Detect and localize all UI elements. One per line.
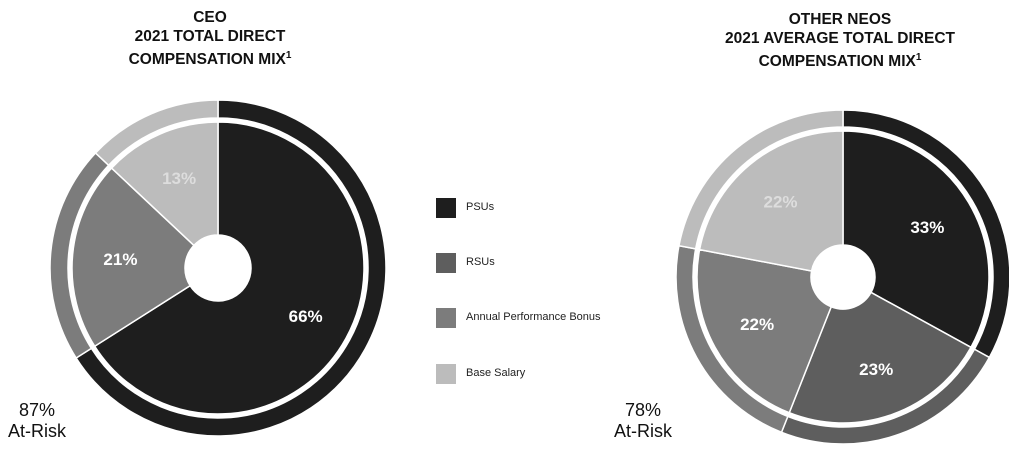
ceo-at-risk-value: 87% — [18, 400, 56, 420]
legend-swatch-psus — [436, 198, 456, 218]
neo-label-annual-performance-bonus: 22% — [740, 315, 774, 334]
neo-title-line-3-text: COMPENSATION MIX — [758, 53, 916, 71]
neo-pie-chart: 33% 23% 22% 22% — [675, 109, 1009, 445]
ceo-label-annual-performance-bonus: 21% — [103, 250, 137, 269]
neo-pie-hole — [811, 245, 875, 309]
ceo-title-line-2: 2021 TOTAL DIRECT — [134, 28, 286, 45]
ceo-footnote-marker: 1 — [285, 50, 292, 61]
ceo-title-line-3: COMPENSATION MIX1 — [60, 46, 360, 69]
legend-label-base-salary: Base Salary — [466, 367, 526, 379]
ceo-title-line-1: CEO — [193, 9, 227, 26]
neo-title-line-2: 2021 AVERAGE TOTAL DIRECT — [725, 30, 955, 47]
ceo-pie-chart: 66% 21% 13% — [49, 99, 387, 437]
neo-chart-title: OTHER NEOS 2021 AVERAGE TOTAL DIRECT COM… — [680, 10, 1000, 71]
neo-ring-base-salary — [678, 109, 844, 250]
neo-at-risk-value: 78% — [624, 400, 662, 420]
ceo-chart-title: CEO 2021 TOTAL DIRECT COMPENSATION MIX1 — [60, 8, 360, 69]
legend-label-rsus: RSUs — [466, 256, 495, 268]
legend-label-psus: PSUs — [466, 201, 495, 213]
ceo-ring-base-salary — [94, 99, 219, 167]
neo-label-base-salary: 22% — [764, 192, 798, 211]
ceo-label-psus: 66% — [289, 307, 323, 326]
ceo-title-line-3-text: COMPENSATION MIX — [128, 51, 286, 69]
neo-title-line-1: OTHER NEOS — [788, 11, 892, 28]
ceo-pie-hole — [185, 235, 251, 301]
ceo-label-base-salary: 13% — [162, 169, 196, 188]
legend-swatch-base-salary — [436, 364, 456, 384]
neo-label-rsus: 23% — [859, 360, 893, 379]
neo-label-psus: 33% — [910, 218, 944, 237]
neo-title-line-3: COMPENSATION MIX1 — [680, 48, 1000, 71]
legend-swatch-annual-performance-bonus — [436, 308, 456, 328]
neo-footnote-marker: 1 — [915, 52, 922, 63]
neo-at-risk-callout: 78% At-Risk — [608, 400, 678, 442]
ceo-at-risk-label: At-Risk — [8, 421, 66, 441]
legend-swatch-rsus — [436, 253, 456, 273]
legend-label-annual-performance-bonus: Annual Performance Bonus — [466, 311, 601, 323]
neo-at-risk-label: At-Risk — [614, 421, 672, 441]
ceo-at-risk-callout: 87% At-Risk — [6, 400, 68, 442]
